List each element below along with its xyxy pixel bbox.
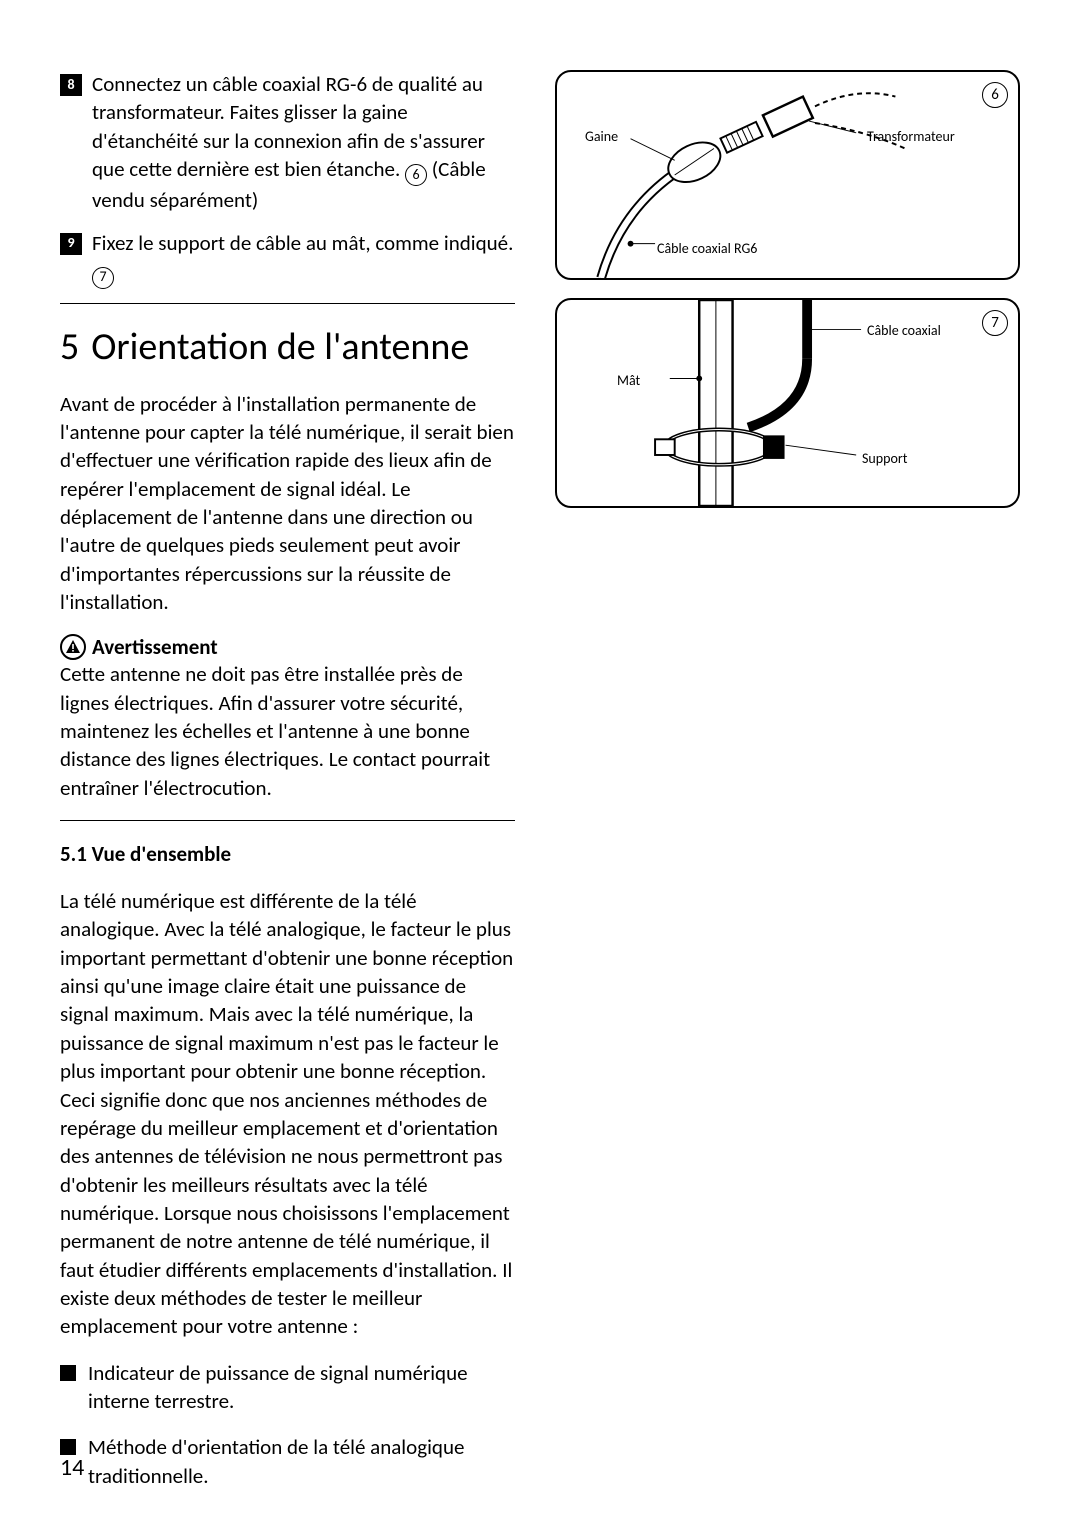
fig6-label-cable: Câble coaxial RG6 [657,240,757,257]
right-column: 6 [555,70,1020,1508]
step-9: 9 Fixez le support de câble au mât, comm… [60,229,515,289]
fig7-label-cable: Câble coaxial [867,322,941,339]
warning-body: Cette antenne ne doit pas être installée… [60,660,515,802]
fig7-label-mat: Mât [617,372,640,389]
bullet-text: Indicateur de puissance de signal numéri… [88,1359,515,1416]
warning-label: Avertissement [92,634,218,660]
step-text: Fixez le support de câble au mât, comme … [92,229,515,289]
step-text: Connectez un câble coaxial RG-6 de quali… [92,70,515,215]
step-text-a: Fixez le support de câble au mât, comme … [92,230,513,256]
step-8: 8 Connectez un câble coaxial RG-6 de qua… [60,70,515,215]
divider [60,820,515,821]
step-number-badge: 8 [60,74,82,96]
warning-heading: Avertissement [60,634,515,660]
figure-number-badge: 6 [982,82,1008,108]
figure-6: 6 [555,70,1020,280]
section-title: Orientation de l'antenne [91,324,469,370]
section-intro: Avant de procéder à l'installation perma… [60,390,515,617]
fig6-label-gaine: Gaine [585,128,618,145]
fig7-label-support: Support [862,450,907,467]
bullet-text: Méthode d'orientation de la télé analogi… [88,1433,515,1490]
bullet-2: Méthode d'orientation de la télé analogi… [60,1433,515,1490]
figure-7-svg [557,300,1018,506]
subsection-body: La télé numérique est différente de la t… [60,887,515,1341]
figure-ref-icon: 6 [405,164,427,186]
figure-7: 7 [555,298,1020,508]
page-columns: 8 Connectez un câble coaxial RG-6 de qua… [60,70,1020,1508]
fig6-label-transformateur: Transformateur [867,128,955,145]
left-column: 8 Connectez un câble coaxial RG-6 de qua… [60,70,515,1508]
divider [60,303,515,304]
bullet-1: Indicateur de puissance de signal numéri… [60,1359,515,1416]
bullet-icon [60,1365,76,1381]
section-heading: 5 Orientation de l'antenne [60,324,515,370]
page-number: 14 [60,1453,84,1482]
figure-number-badge: 7 [982,310,1008,336]
figure-ref-icon: 7 [92,267,114,289]
subsection-heading: 5.1 Vue d'ensemble [60,841,515,867]
figure-6-svg [557,72,1018,278]
step-number-badge: 9 [60,233,82,255]
section-number: 5 [60,324,79,370]
warning-icon [60,634,86,660]
